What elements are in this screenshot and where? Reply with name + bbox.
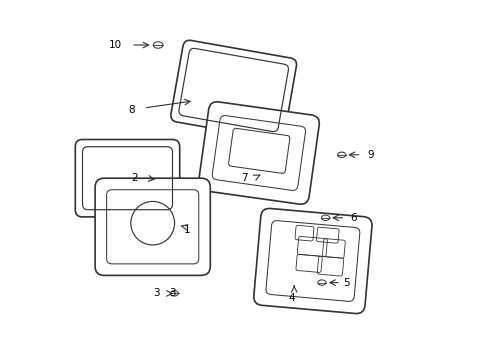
Text: 3: 3 <box>168 288 175 298</box>
FancyBboxPatch shape <box>198 102 319 204</box>
Ellipse shape <box>170 291 178 296</box>
FancyBboxPatch shape <box>95 178 210 275</box>
Ellipse shape <box>337 152 345 158</box>
FancyBboxPatch shape <box>170 40 296 140</box>
Text: 6: 6 <box>350 213 357 223</box>
Text: 7: 7 <box>241 173 247 183</box>
FancyBboxPatch shape <box>253 208 371 314</box>
Ellipse shape <box>317 280 325 285</box>
Text: 1: 1 <box>183 225 190 235</box>
Ellipse shape <box>321 215 329 220</box>
Text: 10: 10 <box>109 40 122 50</box>
Text: 5: 5 <box>343 278 349 288</box>
Text: 2: 2 <box>131 173 138 183</box>
Text: 9: 9 <box>366 150 373 160</box>
FancyBboxPatch shape <box>75 140 179 217</box>
Ellipse shape <box>153 42 163 48</box>
Text: 4: 4 <box>287 293 294 303</box>
Text: 3: 3 <box>153 288 160 298</box>
Text: 8: 8 <box>128 105 134 115</box>
